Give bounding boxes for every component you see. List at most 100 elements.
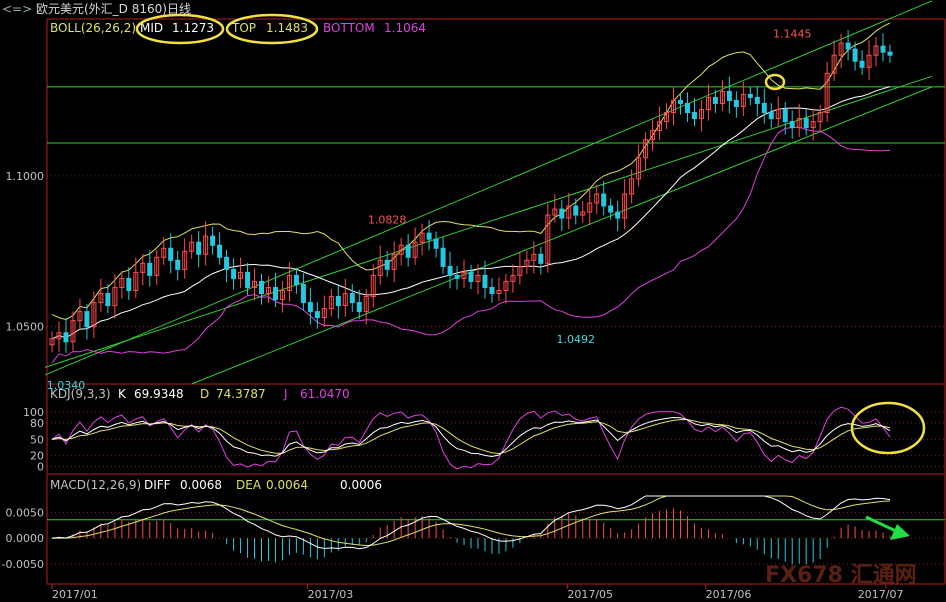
candle-body: [286, 274, 292, 291]
boll-bottom-label: BOTTOM: [323, 21, 375, 35]
candle-body: [698, 108, 704, 120]
macd-diff-line: [51, 495, 891, 550]
candle-body: [168, 247, 174, 261]
candle-body: [245, 271, 251, 288]
macd-dea-value: 0.0064: [266, 478, 308, 492]
candle-body: [510, 274, 516, 282]
kdj-tick-label: 50: [30, 433, 44, 446]
boll-top-value: 1.1483: [266, 21, 308, 35]
grid-lines: [47, 175, 945, 328]
candle-body: [559, 208, 565, 219]
candle-body: [761, 102, 767, 114]
candle-body: [691, 112, 697, 120]
candle-body: [182, 250, 188, 270]
candle-body: [398, 244, 404, 255]
candle-body: [831, 54, 837, 74]
candle-body: [566, 205, 572, 219]
candle-body: [866, 54, 872, 68]
highlight-candle-ellipse: [764, 73, 786, 91]
trend-arrow: [865, 515, 910, 540]
candle-body: [657, 121, 663, 132]
annotation-label: 1.0828: [368, 214, 407, 227]
candle-body: [454, 274, 460, 279]
candle-body: [859, 60, 865, 68]
candle-body: [224, 256, 230, 270]
candle-body: [873, 45, 879, 56]
nav-arrows-icon[interactable]: <=>: [2, 2, 33, 16]
candle-body: [678, 99, 683, 104]
candle-body: [712, 96, 718, 104]
kdj-tick-label: 20: [30, 450, 44, 463]
candle-body: [852, 48, 858, 62]
candle-body: [552, 208, 558, 216]
price-panel-frame: [46, 18, 946, 385]
macd-tick-label: -0.0050: [2, 558, 44, 571]
kdj-j-label: J: [283, 387, 288, 401]
annotation-label: 1.0492: [557, 333, 596, 346]
candle-body: [887, 51, 893, 56]
candle-body: [363, 296, 369, 313]
boll-bottom-value: 1.1064: [384, 21, 426, 35]
green-arrow-head: [890, 524, 910, 540]
macd-diff-label: DIFF: [144, 478, 171, 492]
price-overlay-lines: [44, 0, 945, 385]
candle-body: [314, 311, 320, 319]
candle-body: [328, 296, 334, 310]
candle-body: [196, 241, 202, 255]
price-tick-label: 1.1000: [6, 170, 45, 183]
candle-body: [573, 205, 579, 216]
candle-body: [307, 302, 313, 313]
candle-body: [293, 274, 299, 285]
boll-mid-line: [51, 86, 891, 340]
candle-body: [405, 244, 411, 258]
boll-mid-label: MID: [140, 21, 163, 35]
candle-body: [810, 121, 816, 129]
boll-top-label: TOP: [231, 21, 256, 35]
candle-body: [272, 286, 278, 301]
candle-body: [419, 232, 425, 243]
candle-body: [133, 271, 139, 291]
candle-body: [447, 265, 453, 276]
candle-body: [370, 274, 376, 298]
highlight-top-ellipse: [225, 13, 319, 45]
candle-body: [259, 280, 264, 295]
price-tick-label: 1.0500: [6, 321, 45, 334]
candle-body: [279, 289, 285, 301]
macd-diff-value: 0.0068: [180, 478, 222, 492]
watermark: FX678 汇通网: [765, 563, 917, 588]
candle-body: [126, 277, 132, 291]
kdj-series: [47, 406, 945, 470]
candle-body: [119, 277, 125, 288]
instrument-title: 欧元美元(外汇_D 8160)日线: [36, 2, 191, 16]
candle-body: [154, 256, 160, 276]
green-arrow-shaft: [865, 515, 899, 534]
candle-body: [475, 274, 481, 282]
candle-body: [768, 112, 774, 120]
highlight-kdj-ellipse: [850, 401, 926, 455]
candle-body: [377, 259, 383, 276]
kdj-tick-label: 100: [23, 406, 44, 419]
candle-body: [300, 283, 306, 304]
candle-body: [342, 293, 348, 307]
candle-body: [587, 202, 593, 213]
candle-body: [231, 268, 237, 279]
candle-body: [684, 102, 690, 114]
candle-body: [84, 311, 90, 328]
boll-upper-line: [51, 22, 891, 321]
candle-body: [545, 214, 551, 264]
candle-body: [189, 241, 195, 252]
kdj-j-line: [51, 406, 891, 470]
candle-body: [664, 112, 670, 123]
kdj-tick-label: 80: [30, 417, 44, 430]
boll-legend-name: BOLL(26,26,2): [50, 21, 136, 35]
candle-body: [356, 302, 362, 313]
candle-body: [517, 265, 523, 276]
x-tick-label: 2017/01: [52, 588, 98, 601]
candle-body: [615, 211, 621, 219]
annotation-label: 1.0340: [47, 379, 86, 392]
candle-body: [622, 193, 628, 219]
candle-body: [845, 42, 851, 50]
candle-body: [112, 286, 118, 307]
candle-body: [433, 238, 439, 249]
